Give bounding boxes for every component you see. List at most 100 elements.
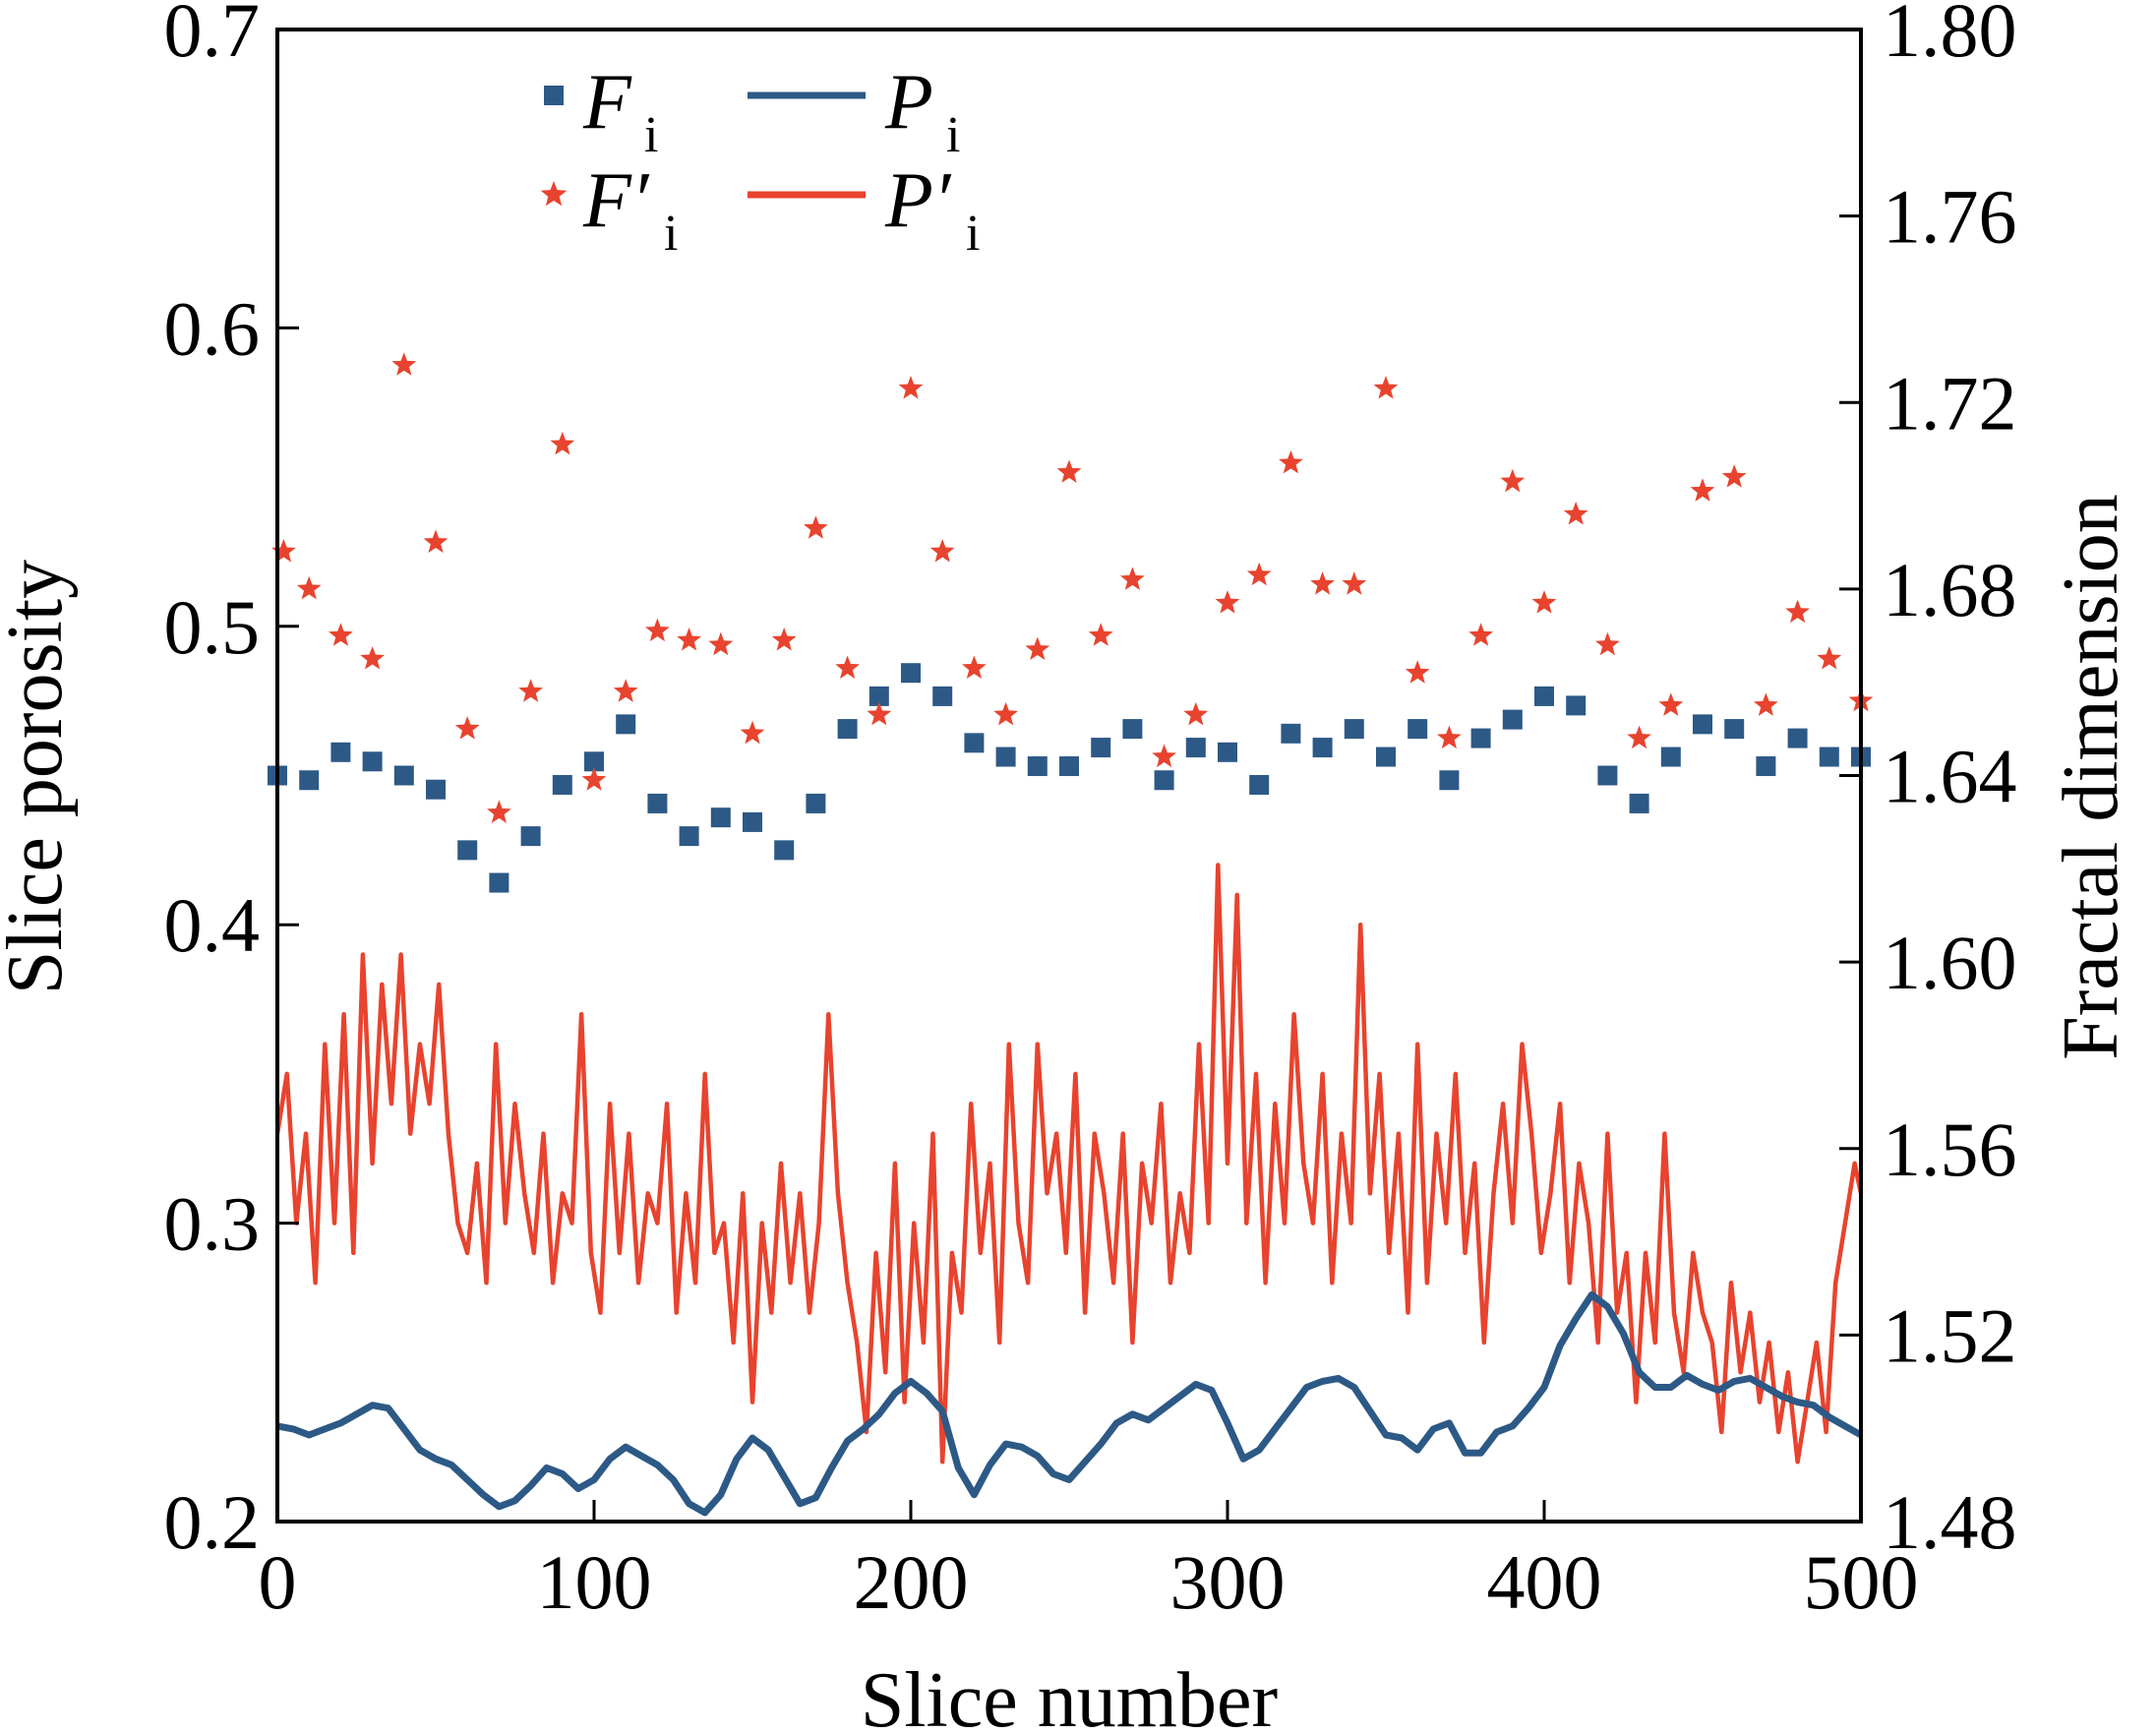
marker-f-i — [932, 686, 953, 706]
marker-fp-i — [1627, 725, 1651, 749]
marker-fp-i — [329, 623, 353, 646]
marker-f-i — [710, 807, 731, 828]
series-line-p-i — [276, 1290, 1863, 1517]
y-right-tick-label: 1.76 — [1883, 174, 2017, 260]
marker-fp-i — [1056, 459, 1082, 483]
legend-label-subscript: i — [946, 107, 960, 163]
marker-f-i — [1724, 719, 1745, 740]
marker-f-i — [489, 872, 509, 893]
marker-fp-i — [360, 646, 385, 670]
marker-fp-i — [550, 431, 575, 455]
marker-f-i — [1185, 738, 1206, 758]
marker-f-i — [1091, 738, 1111, 758]
y-right-tick-label: 1.60 — [1883, 920, 2017, 1005]
marker-f-i — [1693, 714, 1712, 735]
marker-fp-i — [1754, 692, 1778, 716]
marker-fp-i — [518, 679, 543, 702]
legend-label-subscript: i — [644, 107, 658, 163]
marker-fp-i — [581, 767, 607, 791]
marker-f-i — [868, 686, 889, 706]
x-tick-label: 200 — [854, 1539, 969, 1625]
marker-fp-i — [1595, 631, 1620, 656]
marker-fp-i — [771, 628, 797, 651]
y-right-tick-label: 1.64 — [1883, 734, 2017, 819]
marker-f-i — [1281, 723, 1301, 744]
marker-f-i — [1218, 742, 1237, 762]
x-axis-title: Slice number — [861, 1657, 1278, 1734]
x-tick-label: 500 — [1804, 1539, 1919, 1625]
marker-f-i — [1819, 747, 1839, 767]
marker-fp-i — [1531, 590, 1557, 614]
marker-fp-i — [898, 376, 924, 399]
y-right-tick-label: 1.72 — [1883, 360, 2017, 446]
marker-fp-i — [1658, 692, 1684, 716]
marker-f-i — [774, 840, 795, 861]
marker-fp-i — [1025, 636, 1050, 660]
marker-f-i — [964, 733, 985, 753]
y-right-tick-label: 1.48 — [1883, 1479, 2017, 1565]
marker-fp-i — [677, 628, 701, 651]
y-left-tick-label: 0.5 — [164, 584, 261, 670]
marker-f-i — [837, 719, 858, 740]
marker-fp-i — [1310, 571, 1335, 595]
marker-f-i — [393, 765, 414, 786]
marker-f-i — [1756, 756, 1776, 777]
marker-fp-i — [1152, 744, 1176, 768]
marker-fp-i — [835, 655, 860, 679]
marker-fp-i — [1246, 562, 1272, 586]
marker-f-i — [1534, 686, 1554, 706]
series-layer — [268, 352, 1874, 1517]
marker-fp-i — [993, 701, 1018, 726]
marker-f-i — [1122, 719, 1143, 740]
marker-fp-i — [740, 720, 765, 745]
y-left-tick-label: 0.4 — [164, 882, 261, 968]
legend-marker-square — [544, 86, 564, 105]
marker-f-i — [647, 793, 668, 813]
marker-fp-i — [645, 618, 670, 642]
marker-fp-i — [1468, 623, 1493, 646]
legend-label: F — [582, 59, 632, 146]
marker-f-i — [457, 840, 478, 861]
marker-fp-i — [1785, 599, 1810, 624]
marker-fp-i — [929, 539, 955, 563]
marker-f-i — [426, 779, 446, 800]
y-left-tick-label: 0.7 — [164, 0, 261, 73]
marker-f-i — [584, 751, 604, 772]
marker-f-i — [995, 747, 1016, 767]
marker-fp-i — [454, 716, 480, 740]
legend-label: P′ — [884, 157, 952, 244]
marker-fp-i — [1088, 623, 1113, 646]
legend-label-subscript: i — [664, 206, 678, 262]
y-left-tick-label: 0.6 — [164, 285, 261, 371]
marker-f-i — [806, 793, 826, 813]
y-left-tick-label: 0.2 — [164, 1479, 261, 1565]
marker-fp-i — [1183, 701, 1209, 726]
marker-fp-i — [962, 655, 987, 679]
marker-f-i — [1344, 719, 1364, 740]
marker-f-i — [362, 751, 383, 772]
x-tick-label: 0 — [259, 1539, 297, 1625]
marker-fp-i — [423, 529, 449, 553]
legend-label-subscript: i — [966, 206, 980, 262]
marker-fp-i — [613, 679, 638, 702]
legend-label: F′ — [582, 157, 650, 244]
marker-f-i — [1249, 774, 1270, 795]
marker-f-i — [1629, 793, 1649, 813]
marker-fp-i — [867, 701, 892, 726]
marker-f-i — [1566, 695, 1587, 716]
marker-fp-i — [1405, 660, 1430, 684]
marker-f-i — [299, 770, 320, 791]
marker-f-i — [520, 826, 541, 847]
marker-fp-i — [391, 352, 417, 376]
marker-fp-i — [1373, 376, 1399, 399]
marker-fp-i — [1690, 478, 1715, 502]
marker-fp-i — [1437, 725, 1462, 749]
marker-fp-i — [1342, 571, 1367, 595]
marker-f-i — [1059, 756, 1079, 777]
marker-f-i — [1312, 738, 1333, 758]
y-axis-right-title: Fractal dimension — [2048, 494, 2134, 1059]
marker-f-i — [616, 714, 636, 735]
marker-fp-i — [271, 539, 296, 563]
y-right-tick-label: 1.68 — [1883, 547, 2017, 632]
